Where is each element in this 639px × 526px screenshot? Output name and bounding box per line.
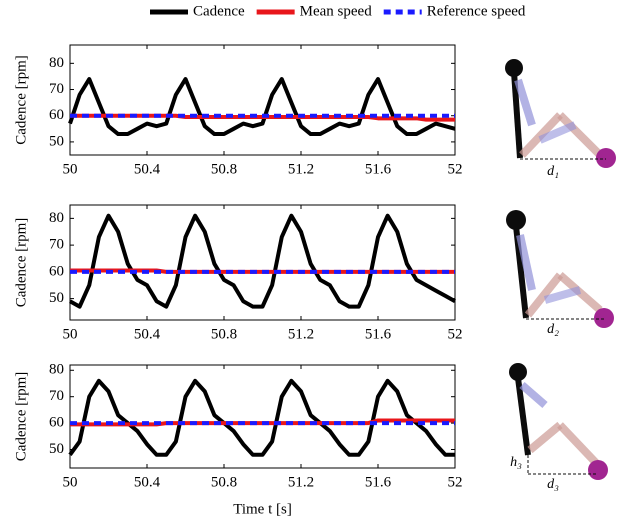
annotation: d₂ — [547, 322, 559, 337]
series-line — [68, 77, 456, 137]
y-tick-label: 50 — [49, 441, 64, 457]
x-tick-label: 50 — [63, 161, 78, 177]
plot-frame — [69, 364, 456, 469]
y-tick-label: 80 — [49, 210, 64, 226]
x-axis-label: Time t [s] — [233, 501, 292, 517]
annotation: d₃ — [547, 477, 559, 492]
plot: 50 60 70 80 50 50.4 50.8 51.2 51.6 52 Cadence [rpm… — [13, 362, 462, 518]
diagram-1 — [505, 59, 616, 168]
plot-frame — [69, 44, 456, 156]
plot: 50 60 70 80 50 50.4 50.8 51.2 51.6 52 Cadence [rpm… — [13, 44, 463, 177]
annotation: d₁ — [547, 164, 559, 179]
diagram-2 — [506, 210, 614, 328]
y-tick-label: 50 — [49, 133, 64, 149]
x-tick-label: 52 — [448, 326, 463, 342]
legend-label: Cadence — [193, 3, 245, 19]
x-tick-label: 50.8 — [211, 161, 237, 177]
legend-label: Mean speed — [300, 3, 373, 19]
x-tick-label: 52 — [448, 161, 463, 177]
y-axis-label: Cadence [rpm] — [13, 218, 29, 308]
y-tick-label: 70 — [49, 388, 64, 404]
y-tick-label: 80 — [49, 362, 64, 378]
series-line — [68, 378, 455, 457]
x-tick-label: 50.4 — [134, 474, 161, 490]
x-tick-label: 51.6 — [365, 161, 392, 177]
y-axis-label: Cadence [rpm] — [13, 55, 29, 145]
x-tick-label: 52 — [448, 474, 463, 490]
plot: 50 60 70 80 50 50.4 50.8 51.2 51.6 52 Cadence [rpm… — [13, 204, 463, 342]
y-tick-label: 60 — [49, 263, 64, 279]
x-tick-label: 50.8 — [211, 474, 237, 490]
y-tick-label: 70 — [49, 237, 64, 253]
y-axis-label: Cadence [rpm] — [13, 372, 29, 462]
series-line — [69, 213, 456, 309]
x-tick-label: 51.2 — [288, 326, 314, 342]
x-tick-label: 50 — [63, 474, 78, 490]
y-tick-label: 80 — [49, 55, 64, 71]
plot-frame — [69, 204, 456, 321]
x-tick-label: 50.8 — [211, 326, 237, 342]
y-tick-label: 70 — [49, 81, 64, 97]
x-tick-label: 51.6 — [365, 326, 392, 342]
y-tick-label: 60 — [49, 415, 64, 431]
y-tick-label: 50 — [49, 290, 64, 306]
x-tick-label: 51.2 — [288, 161, 314, 177]
x-tick-label: 51.2 — [288, 474, 314, 490]
x-tick-label: 50.4 — [134, 326, 161, 342]
x-tick-label: 50 — [63, 326, 78, 342]
y-tick-label: 60 — [49, 107, 64, 123]
x-tick-label: 50.4 — [134, 161, 161, 177]
annotation: h₃ — [510, 455, 522, 470]
x-tick-label: 51.6 — [365, 474, 392, 490]
legend-label: Reference speed — [427, 3, 526, 19]
diagram-3 — [509, 363, 608, 480]
